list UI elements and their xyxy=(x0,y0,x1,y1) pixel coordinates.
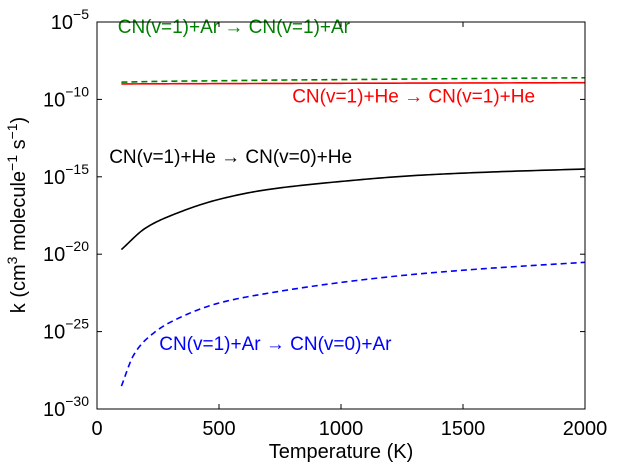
y-axis-title-suffix: ) xyxy=(8,117,30,124)
y-axis-title-sup1: 3 xyxy=(4,256,20,264)
y-tick-label: 10−5 xyxy=(51,6,89,34)
series-line-1 xyxy=(121,76,586,83)
y-axis-title-prefix: k (cm xyxy=(8,264,30,313)
y-axis-title-sup2: −1 xyxy=(4,155,20,171)
y-ticks: 10−30 10−25 10−20 10−15 10−10 10−5 xyxy=(43,6,585,421)
y-tick-label: 10−20 xyxy=(43,238,89,266)
x-axis-title: Temperature (K) xyxy=(269,441,414,463)
annotation-2: CN(v=1)+He → CN(v=1)+He xyxy=(292,86,535,107)
series-line-4 xyxy=(120,261,586,387)
series-line-3 xyxy=(120,168,586,251)
series-line-2 xyxy=(121,81,586,85)
y-axis-title-middle: molecule xyxy=(8,171,30,257)
x-tick-label: 0 xyxy=(91,418,102,440)
x-tick-label: 1000 xyxy=(319,418,364,440)
annotation-3: CN(v=1)+He → CN(v=0)+He xyxy=(109,147,352,168)
x-tick-label: 2000 xyxy=(563,418,608,440)
annotation-1: CN(v=1)+Ar → CN(v=1)+Ar xyxy=(118,17,351,38)
x-tick-label: 500 xyxy=(202,418,235,440)
y-tick-label: 10−10 xyxy=(43,83,89,111)
y-axis-title-middle2: s xyxy=(8,139,30,155)
x-tick-label: 1500 xyxy=(441,418,486,440)
y-axis-title: k (cm3 molecule−1 s−1) xyxy=(4,117,30,313)
y-axis-title-sup3: −1 xyxy=(4,123,20,139)
y-tick-label: 10−15 xyxy=(43,161,89,189)
y-tick-label: 10−30 xyxy=(43,393,89,421)
series-layer xyxy=(120,76,586,387)
x-ticks: 0 500 1000 1500 2000 xyxy=(91,22,607,440)
plot-area xyxy=(97,22,585,409)
y-tick-label: 10−25 xyxy=(43,316,89,344)
annotation-4: CN(v=1)+Ar → CN(v=0)+Ar xyxy=(159,334,392,355)
